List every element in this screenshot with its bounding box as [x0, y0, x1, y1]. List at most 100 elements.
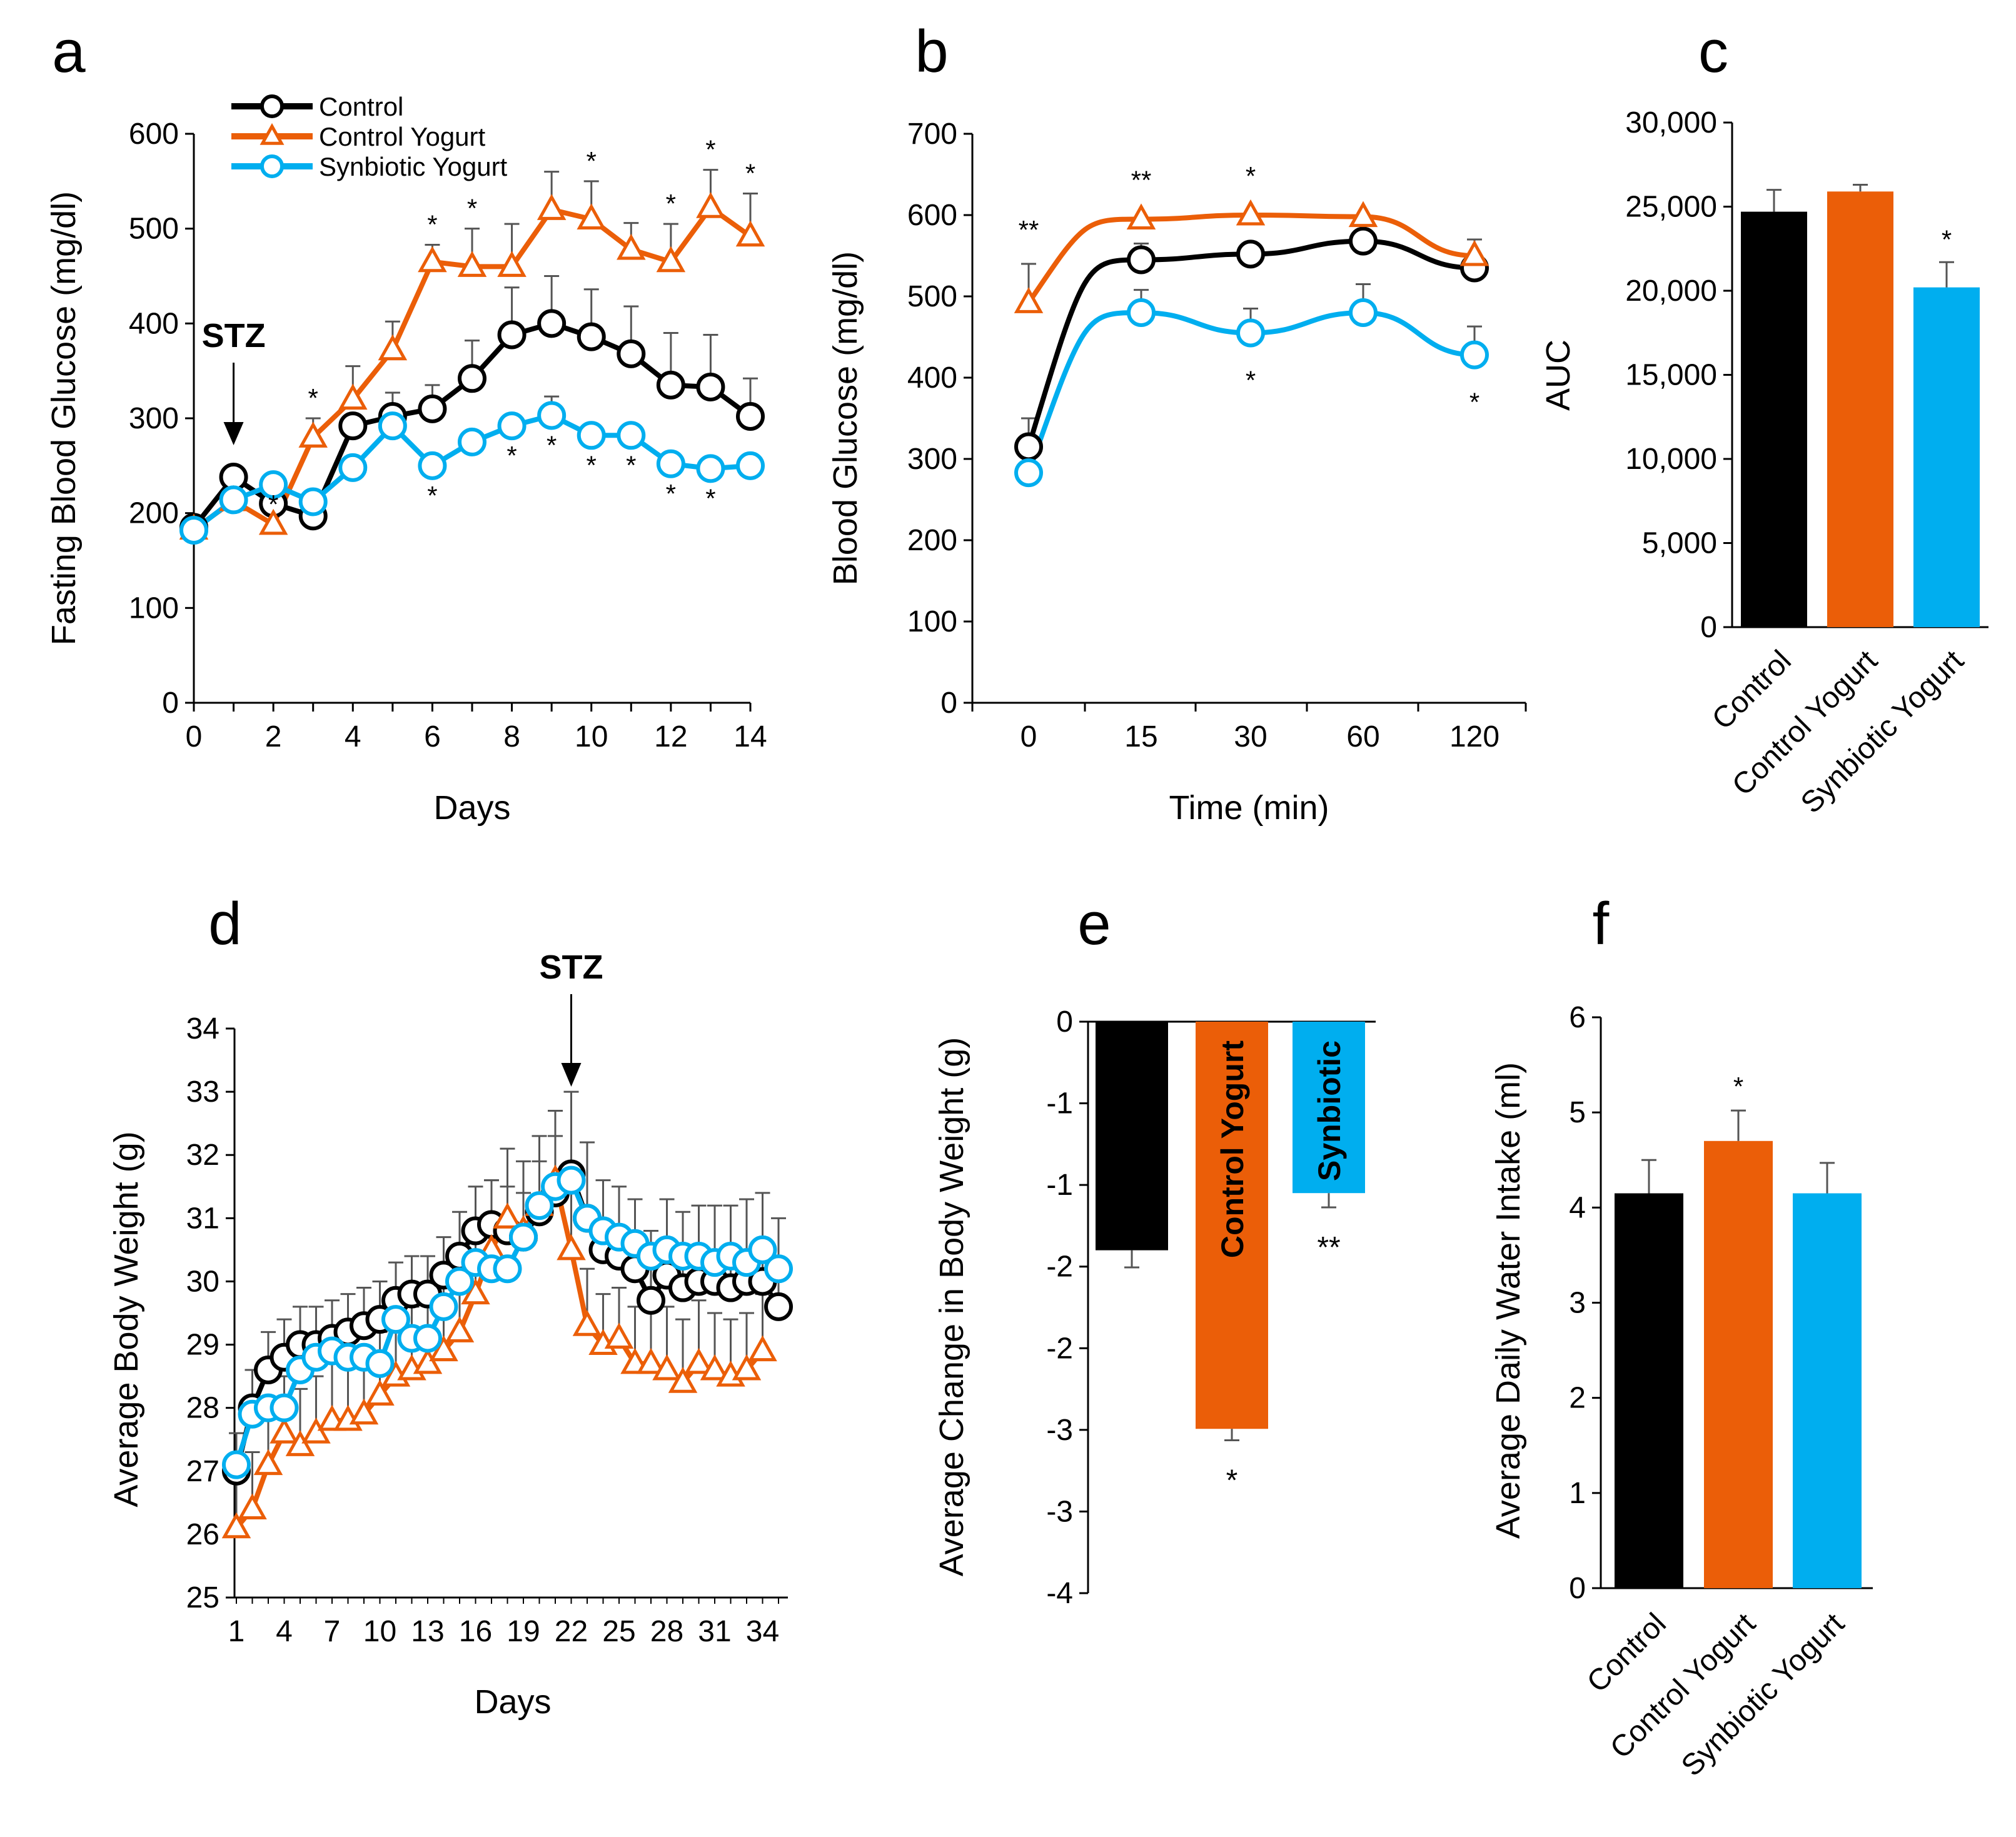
- panel-d-y-tick-label: 29: [186, 1329, 219, 1362]
- panel-d-point: [748, 1335, 777, 1362]
- panel-c-letter: c: [1698, 18, 1728, 85]
- panel-a-point: [656, 246, 686, 273]
- panel-d-point: [748, 1235, 777, 1264]
- panel-d-point: [381, 1305, 410, 1334]
- panel-b-y-tick-label: 200: [907, 524, 957, 557]
- panel-a-point: [696, 192, 725, 218]
- panel-b-y-tick-label: 300: [907, 443, 957, 476]
- panel-d-x-tick-label: 34: [746, 1615, 779, 1648]
- panel-a-point: [497, 320, 527, 350]
- panel-f-y-tick-label: 0: [1569, 1572, 1586, 1605]
- panel-d-point: [572, 1310, 602, 1336]
- panel-d-y-tick-label: 32: [186, 1139, 219, 1172]
- panel-a-x-tick-label: 2: [265, 720, 282, 753]
- panel-c-y-tick-label: 20,000: [1625, 274, 1717, 308]
- panel-b-point: [1127, 245, 1156, 274]
- panel-e-y-tick-label: -1: [1046, 1169, 1073, 1202]
- panel-a-point: [258, 508, 288, 535]
- panel-a-point: [458, 427, 486, 456]
- panel-a-point: [338, 453, 368, 482]
- panel-a-significance-star: *: [626, 450, 636, 480]
- panel-d-point: [365, 1349, 395, 1378]
- panel-e-y-tick-label: -2: [1046, 1251, 1073, 1284]
- panel-d-x-tick-label: 13: [411, 1615, 444, 1648]
- panel-d-point: [668, 1367, 698, 1393]
- panel-d-point: [429, 1335, 458, 1362]
- panel-b-y-tick-label: 600: [907, 199, 957, 232]
- panel-f-y-tick-label: 5: [1569, 1096, 1586, 1129]
- panel-a-point: [577, 203, 606, 229]
- legend-label: Synbiotic Yogurt: [319, 152, 508, 181]
- panel-a-y-tick-label: 500: [129, 213, 179, 246]
- panel-d-point: [700, 1354, 730, 1381]
- panel-b-significance-star: *: [1246, 161, 1256, 191]
- panel-d-point: [222, 1450, 251, 1479]
- panel-a-significance-star: *: [587, 146, 597, 176]
- panel-a-point: [457, 251, 487, 277]
- panel-d-point: [365, 1379, 395, 1406]
- panel-b-point: [1459, 239, 1489, 266]
- panel-a-point: [338, 411, 368, 441]
- panel-a-significance-star: *: [427, 481, 437, 510]
- panel-e-bar-synbiotic: [1293, 1022, 1365, 1194]
- panel-f-y-axis-title: Average Daily Water Intake (ml): [1489, 1062, 1527, 1539]
- panel-a-point: [378, 411, 407, 441]
- panel-c-bar-control: [1741, 211, 1807, 627]
- panel-d-point: [509, 1222, 538, 1252]
- panel-a-point: [298, 487, 328, 516]
- panel-b-y-tick-label: 500: [907, 280, 957, 313]
- panel-d-point: [652, 1354, 682, 1381]
- panel-b-point: [1014, 458, 1043, 488]
- panel-a-x-tick-label: 8: [503, 720, 520, 753]
- panel-b-y-tick-label: 400: [907, 361, 957, 395]
- panel-c-y-tick-label: 0: [1700, 611, 1717, 644]
- panel-f-y-tick-label: 3: [1569, 1287, 1586, 1320]
- panel-d-point: [684, 1347, 713, 1374]
- panel-e-letter: e: [1077, 890, 1111, 957]
- panel-d-y-tick-label: 30: [186, 1265, 219, 1298]
- panel-a-x-tick-label: 10: [575, 720, 608, 753]
- panel-d-point: [285, 1430, 315, 1456]
- panel-d-x-tick-label: 1: [228, 1615, 245, 1648]
- panel-a-significance-star: *: [666, 479, 676, 508]
- panel-b-significance-star: **: [1019, 215, 1039, 244]
- panel-b-significance-star: **: [1131, 166, 1152, 195]
- panel-b-x-tick-label: 60: [1346, 720, 1379, 753]
- panel-c-y-axis-title: AUC: [1540, 340, 1577, 411]
- panel-a-point: [696, 372, 725, 401]
- panel-d-point: [604, 1322, 634, 1349]
- panel-d-point: [764, 1292, 793, 1321]
- panel-a-significance-star: *: [547, 430, 557, 460]
- panel-f-bar-control: [1615, 1193, 1683, 1588]
- panel-d-letter: d: [208, 890, 241, 957]
- panel-a-significance-star: *: [666, 189, 676, 218]
- panel-d-x-tick-label: 4: [276, 1615, 293, 1648]
- panel-e-bar-label: Control: [1115, 1040, 1150, 1152]
- panel-d-point: [445, 1267, 474, 1296]
- panel-a-y-tick-label: 0: [162, 687, 179, 720]
- panel-b-point: [1126, 203, 1156, 229]
- panel-d-x-tick-label: 22: [555, 1615, 588, 1648]
- panel-f-y-tick-label: 4: [1569, 1191, 1586, 1224]
- panel-d-y-tick-label: 27: [186, 1455, 219, 1488]
- panel-b-point: [1236, 318, 1265, 348]
- panel-c-y-tick-label: 30,000: [1625, 106, 1717, 139]
- panel-d-x-tick-label: 25: [602, 1615, 635, 1648]
- panel-d-y-tick-label: 28: [186, 1392, 219, 1425]
- panel-d-point: [557, 1234, 586, 1261]
- panel-a-point: [259, 470, 288, 500]
- panel-a-point: [696, 454, 725, 483]
- panel-f-significance-star: *: [1733, 1072, 1743, 1101]
- panel-d-point: [493, 1254, 522, 1284]
- panel-a-point: [378, 334, 408, 361]
- panel-b-series-line-control: [1026, 238, 1475, 448]
- panel-a-significance-star: *: [587, 450, 597, 480]
- panel-d-x-tick-label: 31: [698, 1615, 731, 1648]
- panel-d-point: [270, 1417, 299, 1444]
- panel-a-y-axis-title: Fasting Blood Glucose (mg/dl): [45, 191, 83, 645]
- panel-a-point: [338, 383, 368, 410]
- panel-d-point: [221, 1512, 251, 1539]
- panel-e-significance-star: *: [1226, 1464, 1238, 1497]
- panel-b-significance-star: *: [1246, 366, 1256, 395]
- panel-d-point: [637, 1286, 665, 1315]
